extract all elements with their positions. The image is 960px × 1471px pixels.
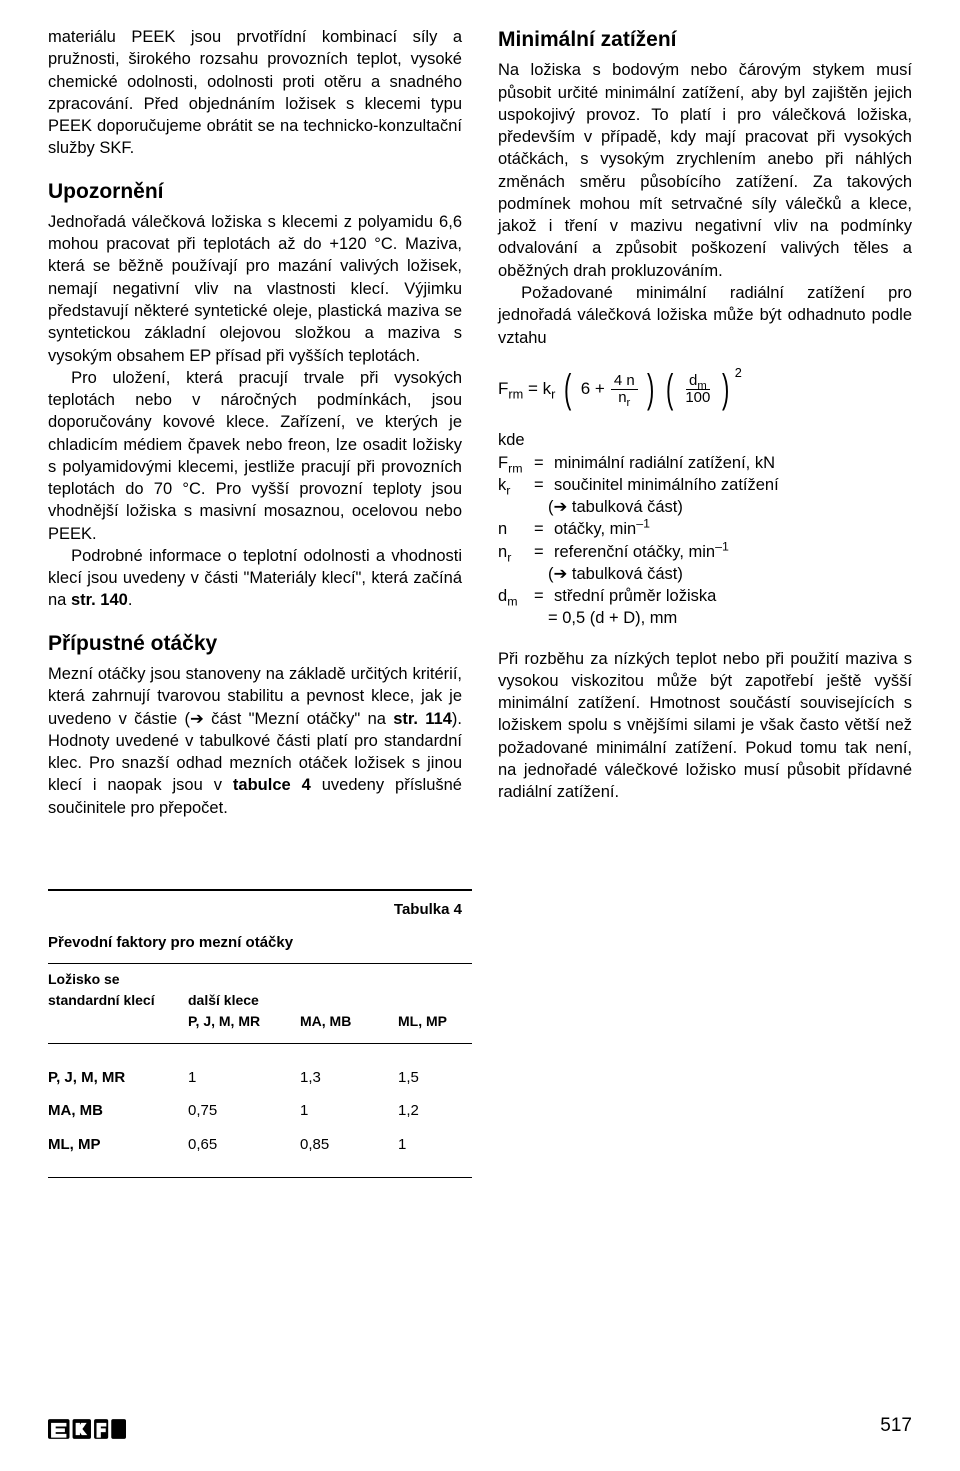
cell: 1,2 <box>398 1101 472 1121</box>
def-text: otáčky, min–1 <box>554 518 912 540</box>
body-text: Požadované minimální radiální zatížení p… <box>498 282 912 349</box>
cell: 1,3 <box>300 1068 398 1088</box>
def-symbol: Frm <box>498 452 528 474</box>
load-heading: Minimální zatížení <box>498 26 912 54</box>
bold-ref: tabulce 4 <box>233 776 311 794</box>
def-eq: = <box>534 474 548 496</box>
cell: 1 <box>188 1068 300 1088</box>
def-text: střední průměr ložiska <box>554 585 912 607</box>
notice-heading: Upozornění <box>48 178 462 206</box>
table-row: P, J, M, MR 1 1,3 1,5 <box>48 1044 472 1088</box>
cell: 0,75 <box>188 1101 300 1121</box>
col-head: Ložisko se <box>48 970 188 989</box>
col-head <box>398 970 472 989</box>
fraction: 4 n nr <box>611 373 638 406</box>
body-text: materiálu PEEK jsou prvotřídní kombinací… <box>48 26 462 160</box>
cell: 1 <box>398 1135 472 1155</box>
fraction-num: dm <box>686 373 710 390</box>
paren-icon: ) <box>647 377 654 401</box>
def-row: n = otáčky, min–1 <box>498 518 912 540</box>
cell: 0,85 <box>300 1135 398 1155</box>
formula: Frm = kr ( 6 + 4 n nr ) ( dm 100 ) 2 <box>498 373 912 406</box>
formula-text: 6 + <box>581 378 605 401</box>
where-label: kde <box>498 429 912 451</box>
cell: P, J, M, MR <box>48 1068 188 1088</box>
table-heading: Převodní faktory pro mezní otáčky <box>48 929 472 963</box>
definitions: kde Frm = minimální radiální zatížení, k… <box>498 429 912 629</box>
def-symbol: dm <box>498 585 528 607</box>
def-row: Frm = minimální radiální zatížení, kN <box>498 452 912 474</box>
paren-icon: ) <box>722 377 729 401</box>
formula-text: Frm = kr <box>498 378 555 401</box>
table-header-row: P, J, M, MR MA, MB ML, MP <box>48 1012 472 1043</box>
def-eq: = <box>534 541 548 563</box>
def-row: kr = součinitel minimálního zatížení <box>498 474 912 496</box>
right-column: Minimální zatížení Na ložiska s bodovým … <box>498 26 912 819</box>
def-extra: (➔ tabulková část) <box>498 563 912 585</box>
def-symbol: kr <box>498 474 528 496</box>
def-extra: (➔ tabulková část) <box>498 496 912 518</box>
col-head <box>48 1012 188 1031</box>
def-symbol: n <box>498 518 528 540</box>
body-text: Pro uložení, která pracují trvale při vy… <box>48 367 462 545</box>
col-head: standardní klecí <box>48 991 188 1010</box>
table-row: ML, MP 0,65 0,85 1 <box>48 1122 472 1177</box>
cell: 1,5 <box>398 1068 472 1088</box>
col-head <box>188 970 300 989</box>
fraction: dm 100 <box>682 373 713 406</box>
def-text: součinitel minimálního zatížení <box>554 474 912 496</box>
def-eq: = <box>534 452 548 474</box>
def-text: referenční otáčky, min–1 <box>554 541 912 563</box>
col-head <box>300 991 398 1010</box>
body-text: Na ložiska s bodovým nebo čárovým stykem… <box>498 59 912 282</box>
table-row: MA, MB 0,75 1 1,2 <box>48 1088 472 1121</box>
col-head: ML, MP <box>398 1012 472 1031</box>
col-head: MA, MB <box>300 1012 398 1031</box>
cell: ML, MP <box>48 1135 188 1155</box>
text-run: . <box>128 591 133 609</box>
paren-icon: ( <box>564 377 571 401</box>
body-text: Jednořadá válečková ložiska s klecemi z … <box>48 211 462 367</box>
skf-logo-icon <box>48 1419 126 1439</box>
table-label: Tabulka 4 <box>48 891 472 929</box>
def-eq: = <box>534 585 548 607</box>
left-column: materiálu PEEK jsou prvotřídní kombinací… <box>48 26 462 819</box>
table-4: Tabulka 4 Převodní faktory pro mezní otá… <box>48 889 472 1178</box>
col-head: P, J, M, MR <box>188 1012 300 1031</box>
paren-icon: ( <box>666 377 673 401</box>
def-symbol: nr <box>498 541 528 563</box>
cell: MA, MB <box>48 1101 188 1121</box>
speed-heading: Přípustné otáčky <box>48 630 462 658</box>
col-head <box>300 970 398 989</box>
body-text: Podrobné informace o teplotní odolnosti … <box>48 545 462 612</box>
cell: 0,65 <box>188 1135 300 1155</box>
def-eq: = <box>534 518 548 540</box>
fraction-den: nr <box>615 390 633 406</box>
def-extra: = 0,5 (d + D), mm <box>498 607 912 629</box>
table-header-row: Ložisko se <box>48 964 472 991</box>
def-row: nr = referenční otáčky, min–1 <box>498 541 912 563</box>
fraction-den: 100 <box>682 390 713 406</box>
body-text: Mezní otáčky jsou stanoveny na základě u… <box>48 663 462 819</box>
fraction-num: 4 n <box>611 373 638 390</box>
two-column-layout: materiálu PEEK jsou prvotřídní kombinací… <box>48 26 912 819</box>
col-head: další klece <box>188 991 300 1010</box>
table-header-row: standardní klecí další klece <box>48 991 472 1012</box>
cell: 1 <box>300 1101 398 1121</box>
def-row: dm = střední průměr ložiska <box>498 585 912 607</box>
body-text: Při rozběhu za nízkých teplot nebo při p… <box>498 648 912 804</box>
page-footer: 517 <box>48 1413 912 1439</box>
def-text: minimální radiální zatížení, kN <box>554 452 912 474</box>
bold-ref: str. 140 <box>71 591 128 609</box>
col-head <box>398 991 472 1010</box>
page-number: 517 <box>880 1413 912 1439</box>
bold-ref: str. 114 <box>393 710 452 728</box>
